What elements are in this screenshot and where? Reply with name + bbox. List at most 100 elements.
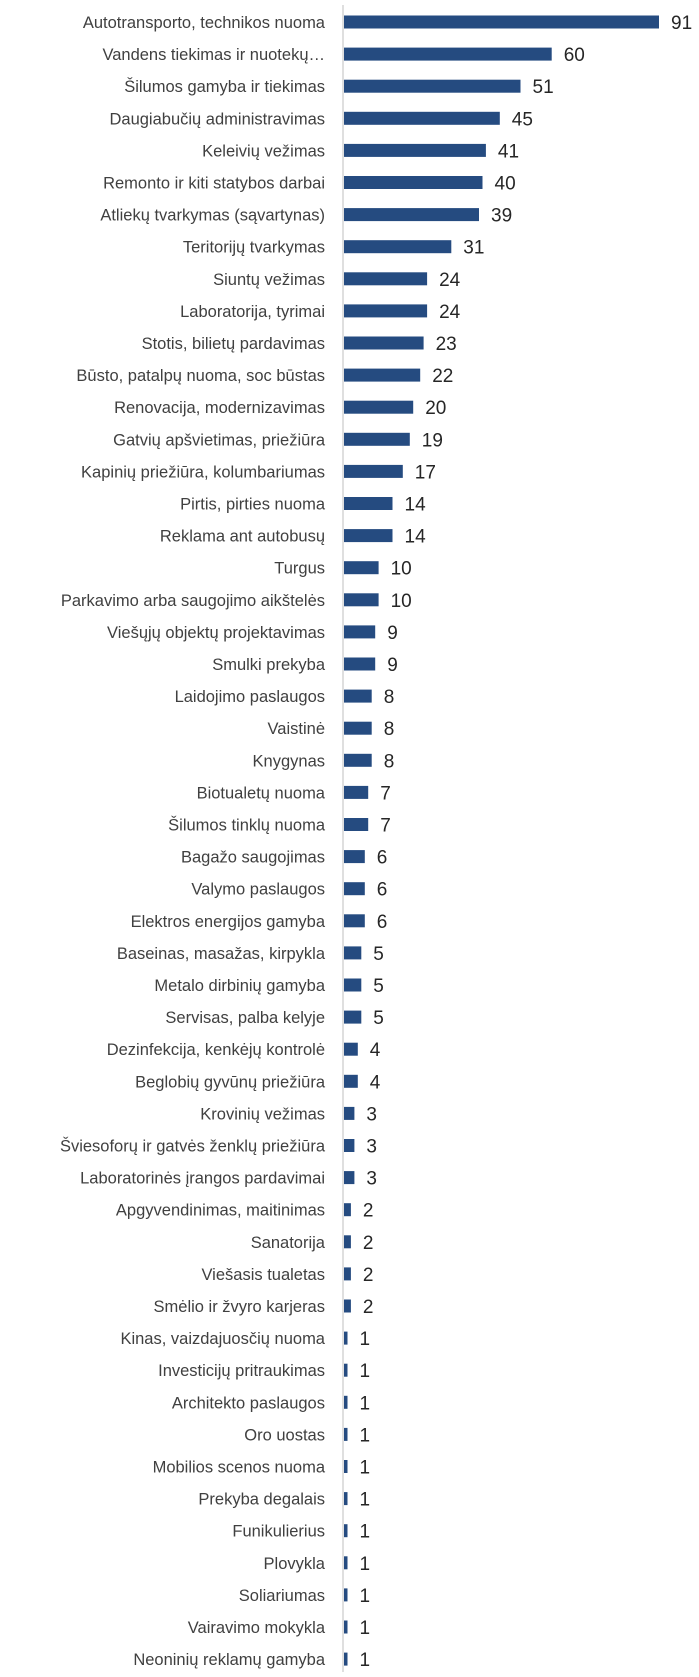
value-label: 2 bbox=[363, 1233, 374, 1254]
value-label: 1 bbox=[360, 1329, 371, 1350]
category-label: Reklama ant autobusų bbox=[160, 528, 325, 546]
value-label: 19 bbox=[422, 430, 443, 451]
value-label: 45 bbox=[512, 109, 533, 130]
value-label: 40 bbox=[495, 174, 516, 195]
value-label: 2 bbox=[363, 1297, 374, 1318]
category-label: Renovacija, modernizavimas bbox=[114, 399, 325, 417]
bar bbox=[344, 946, 362, 960]
bar bbox=[344, 1171, 355, 1185]
value-label: 10 bbox=[391, 591, 412, 612]
bar bbox=[344, 208, 479, 222]
category-label: Parkavimo arba saugojimo aikštelės bbox=[61, 592, 325, 610]
bar bbox=[344, 432, 410, 446]
value-label: 91 bbox=[671, 13, 692, 34]
value-label: 7 bbox=[380, 783, 391, 804]
bar bbox=[344, 497, 393, 510]
bar bbox=[344, 1203, 351, 1217]
category-label: Smėlio ir žvyro karjeras bbox=[154, 1298, 325, 1316]
value-label: 7 bbox=[380, 816, 391, 837]
bar bbox=[344, 1106, 355, 1120]
bar bbox=[344, 785, 369, 799]
bar bbox=[344, 1652, 348, 1666]
category-label: Mobilios scenos nuoma bbox=[153, 1459, 326, 1477]
category-label: Apgyvendinimas, maitinimas bbox=[116, 1202, 325, 1220]
value-label: 6 bbox=[377, 848, 388, 869]
category-label: Beglobių gyvūnų priežiūra bbox=[135, 1073, 326, 1091]
value-label: 17 bbox=[415, 462, 436, 483]
bar bbox=[344, 1235, 351, 1249]
value-label: 2 bbox=[363, 1201, 374, 1222]
bar bbox=[344, 1042, 358, 1056]
category-label: Metalo dirbinių gamyba bbox=[154, 977, 325, 995]
bar bbox=[344, 689, 372, 703]
bar bbox=[344, 15, 659, 29]
bar bbox=[344, 561, 379, 575]
category-label: Būsto, patalpų nuoma, soc būstas bbox=[76, 367, 325, 385]
bar bbox=[344, 176, 483, 189]
bar bbox=[344, 914, 365, 928]
category-label: Teritorijų tvarkymas bbox=[183, 239, 325, 257]
value-label: 1 bbox=[360, 1618, 371, 1639]
category-label: Oro uostas bbox=[244, 1426, 325, 1444]
category-labels-group: Autotransporto, technikos nuoma Vandens t… bbox=[60, 14, 326, 1669]
value-label: 60 bbox=[564, 45, 585, 66]
category-label: Biotualetų nuoma bbox=[197, 784, 326, 802]
bar bbox=[344, 593, 379, 607]
bar bbox=[344, 272, 428, 286]
value-label: 9 bbox=[387, 655, 398, 676]
value-label: 14 bbox=[405, 495, 427, 516]
bar bbox=[344, 304, 428, 318]
bar bbox=[344, 1620, 348, 1634]
bar bbox=[344, 368, 421, 382]
category-label: Remonto ir kiti statybos darbai bbox=[103, 175, 325, 193]
category-label: Servisas, palba kelyje bbox=[165, 1009, 325, 1027]
bar bbox=[344, 240, 452, 254]
category-label: Šilumos tinklų nuoma bbox=[168, 816, 326, 835]
value-label: 1 bbox=[360, 1650, 371, 1671]
value-label: 10 bbox=[391, 559, 412, 580]
value-label: 6 bbox=[377, 912, 388, 933]
bars-group bbox=[344, 15, 659, 1666]
value-label: 1 bbox=[360, 1425, 371, 1446]
category-label: Viešųjų objektų projektavimas bbox=[107, 624, 325, 642]
bar bbox=[344, 882, 365, 896]
value-label: 22 bbox=[432, 366, 453, 387]
category-label: Bagažo saugojimas bbox=[181, 849, 325, 867]
value-label: 39 bbox=[491, 206, 512, 227]
category-label: Neoninių reklamų gamyba bbox=[133, 1651, 326, 1669]
category-label: Vaistinė bbox=[268, 720, 325, 738]
bar bbox=[344, 1460, 348, 1473]
category-label: Šilumos gamyba ir tiekimas bbox=[124, 77, 325, 96]
category-label: Krovinių vežimas bbox=[200, 1105, 325, 1123]
category-label: Stotis, bilietų pardavimas bbox=[142, 335, 325, 353]
category-label: Viešasis tualetas bbox=[201, 1266, 325, 1284]
bar bbox=[344, 1524, 348, 1538]
category-label: Sanatorija bbox=[251, 1234, 326, 1252]
bar bbox=[344, 753, 372, 767]
value-label: 23 bbox=[436, 334, 457, 355]
category-label: Daugiabučių administravimas bbox=[109, 110, 325, 128]
category-label: Investicijų pritraukimas bbox=[158, 1362, 325, 1380]
value-label: 4 bbox=[370, 1040, 381, 1061]
bar bbox=[344, 1492, 348, 1506]
value-label: 24 bbox=[439, 302, 461, 323]
category-label: Vandens tiekimas ir nuotekų… bbox=[102, 46, 325, 64]
bar bbox=[344, 336, 424, 350]
category-label: Laboratorinės įrangos pardavimai bbox=[80, 1170, 325, 1188]
value-label: 1 bbox=[360, 1361, 371, 1382]
value-label: 5 bbox=[373, 1008, 384, 1029]
bar bbox=[344, 657, 376, 671]
value-label: 31 bbox=[463, 238, 484, 259]
category-label: Funikulierius bbox=[232, 1523, 325, 1541]
value-label: 2 bbox=[363, 1265, 374, 1286]
value-label: 14 bbox=[405, 527, 427, 548]
category-label: Plovykla bbox=[264, 1555, 326, 1573]
category-label: Kapinių priežiūra, kolumbariumas bbox=[81, 463, 325, 481]
value-label: 3 bbox=[366, 1137, 377, 1158]
bar bbox=[344, 850, 365, 864]
value-label: 8 bbox=[384, 719, 395, 740]
bar bbox=[344, 1427, 348, 1441]
category-label: Soliariumas bbox=[239, 1587, 325, 1605]
value-label: 3 bbox=[366, 1169, 377, 1190]
category-label: Keleivių vežimas bbox=[202, 142, 325, 160]
